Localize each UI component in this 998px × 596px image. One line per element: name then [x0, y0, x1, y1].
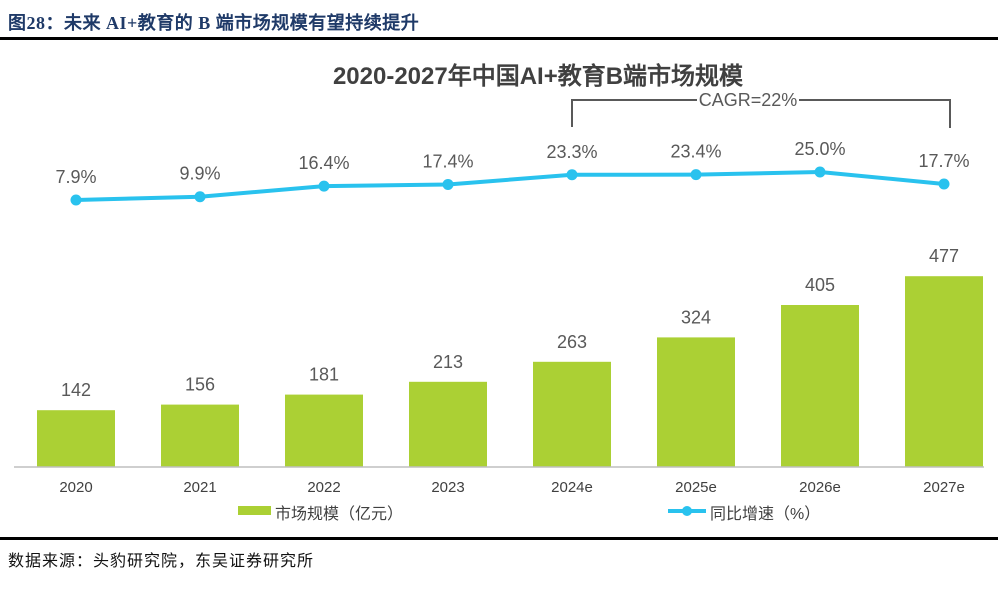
cagr-label: CAGR=22%: [699, 90, 798, 110]
top-rule: [0, 37, 998, 40]
chart: 2020-2027年中国AI+教育B端市场规模 CAGR=22% 142 156 1…: [14, 62, 984, 523]
bottom-rule: [0, 537, 998, 540]
bar-2026e: [781, 305, 859, 467]
x-axis: 2020 2021 2022 2023 2024e 2025e 2026e 2027e: [14, 466, 984, 496]
bar-label-2020: 142: [61, 380, 91, 400]
bar-2021: [161, 404, 239, 467]
line-series: 7.9% 9.9% 16.4% 17.4% 23.3% 23.4% 25.0% 17.7%: [55, 139, 970, 206]
x-tick-2024e: 2024e: [551, 479, 593, 496]
growth-label-2022: 16.4%: [298, 153, 349, 173]
legend: 市场规模（亿元） 同比增速（%）: [238, 505, 820, 523]
x-tick-2022: 2022: [307, 479, 340, 496]
legend-line-label: 同比增速（%）: [710, 505, 820, 523]
growth-point-2021: [194, 191, 206, 203]
growth-label-2026e: 25.0%: [794, 139, 845, 159]
growth-label-2025e: 23.4%: [670, 142, 721, 162]
growth-point-2026e: [814, 166, 826, 178]
x-tick-2021: 2021: [183, 479, 216, 496]
growth-point-2022: [318, 180, 330, 192]
bar-label-2027e: 477: [929, 246, 959, 266]
bar-label-2021: 156: [185, 375, 215, 395]
growth-label-2023: 17.4%: [422, 151, 473, 171]
bar-2020: [37, 410, 115, 467]
cagr-bracket: [571, 99, 951, 128]
cagr-annotation: CAGR=22%: [571, 90, 951, 128]
legend-bar-label: 市场规模（亿元）: [275, 505, 403, 523]
growth-label-2027e: 17.7%: [918, 151, 969, 171]
x-tick-2027e: 2027e: [923, 479, 965, 496]
bar-label-2024e: 263: [557, 332, 587, 352]
growth-label-2021: 9.9%: [179, 164, 220, 184]
growth-point-2027e: [938, 178, 950, 190]
figure-caption: 图28：未来 AI+教育的 B 端市场规模有望持续提升: [8, 13, 420, 33]
growth-point-2025e: [690, 169, 702, 181]
bar-2022: [285, 394, 363, 467]
chart-title: 2020-2027年中国AI+教育B端市场规模: [333, 62, 744, 90]
growth-line: [75, 170, 945, 202]
bar-label-2022: 181: [309, 365, 339, 385]
growth-label-2024e: 23.3%: [546, 142, 597, 162]
growth-point-2023: [442, 178, 454, 190]
source-note: 数据来源：头豹研究院，东吴证券研究所: [8, 553, 315, 570]
bar-label-2025e: 324: [681, 307, 711, 327]
bar-label-2023: 213: [433, 352, 463, 372]
x-tick-2020: 2020: [59, 479, 92, 496]
bar-series: 142 156 181 213 263 324 405 477: [37, 246, 983, 467]
bar-2023: [409, 381, 487, 467]
legend-line-dot: [682, 506, 692, 516]
x-tick-2023: 2023: [431, 479, 464, 496]
bar-2025e: [657, 337, 735, 467]
x-tick-2026e: 2026e: [799, 479, 841, 496]
growth-label-2020: 7.9%: [55, 167, 96, 187]
legend-bar-swatch: [238, 506, 271, 515]
bar-2024e: [533, 361, 611, 467]
growth-point-2020: [70, 194, 82, 206]
bar-label-2026e: 405: [805, 275, 835, 295]
x-tick-2025e: 2025e: [675, 479, 717, 496]
bar-2027e: [905, 276, 983, 467]
growth-point-2024e: [566, 169, 578, 181]
